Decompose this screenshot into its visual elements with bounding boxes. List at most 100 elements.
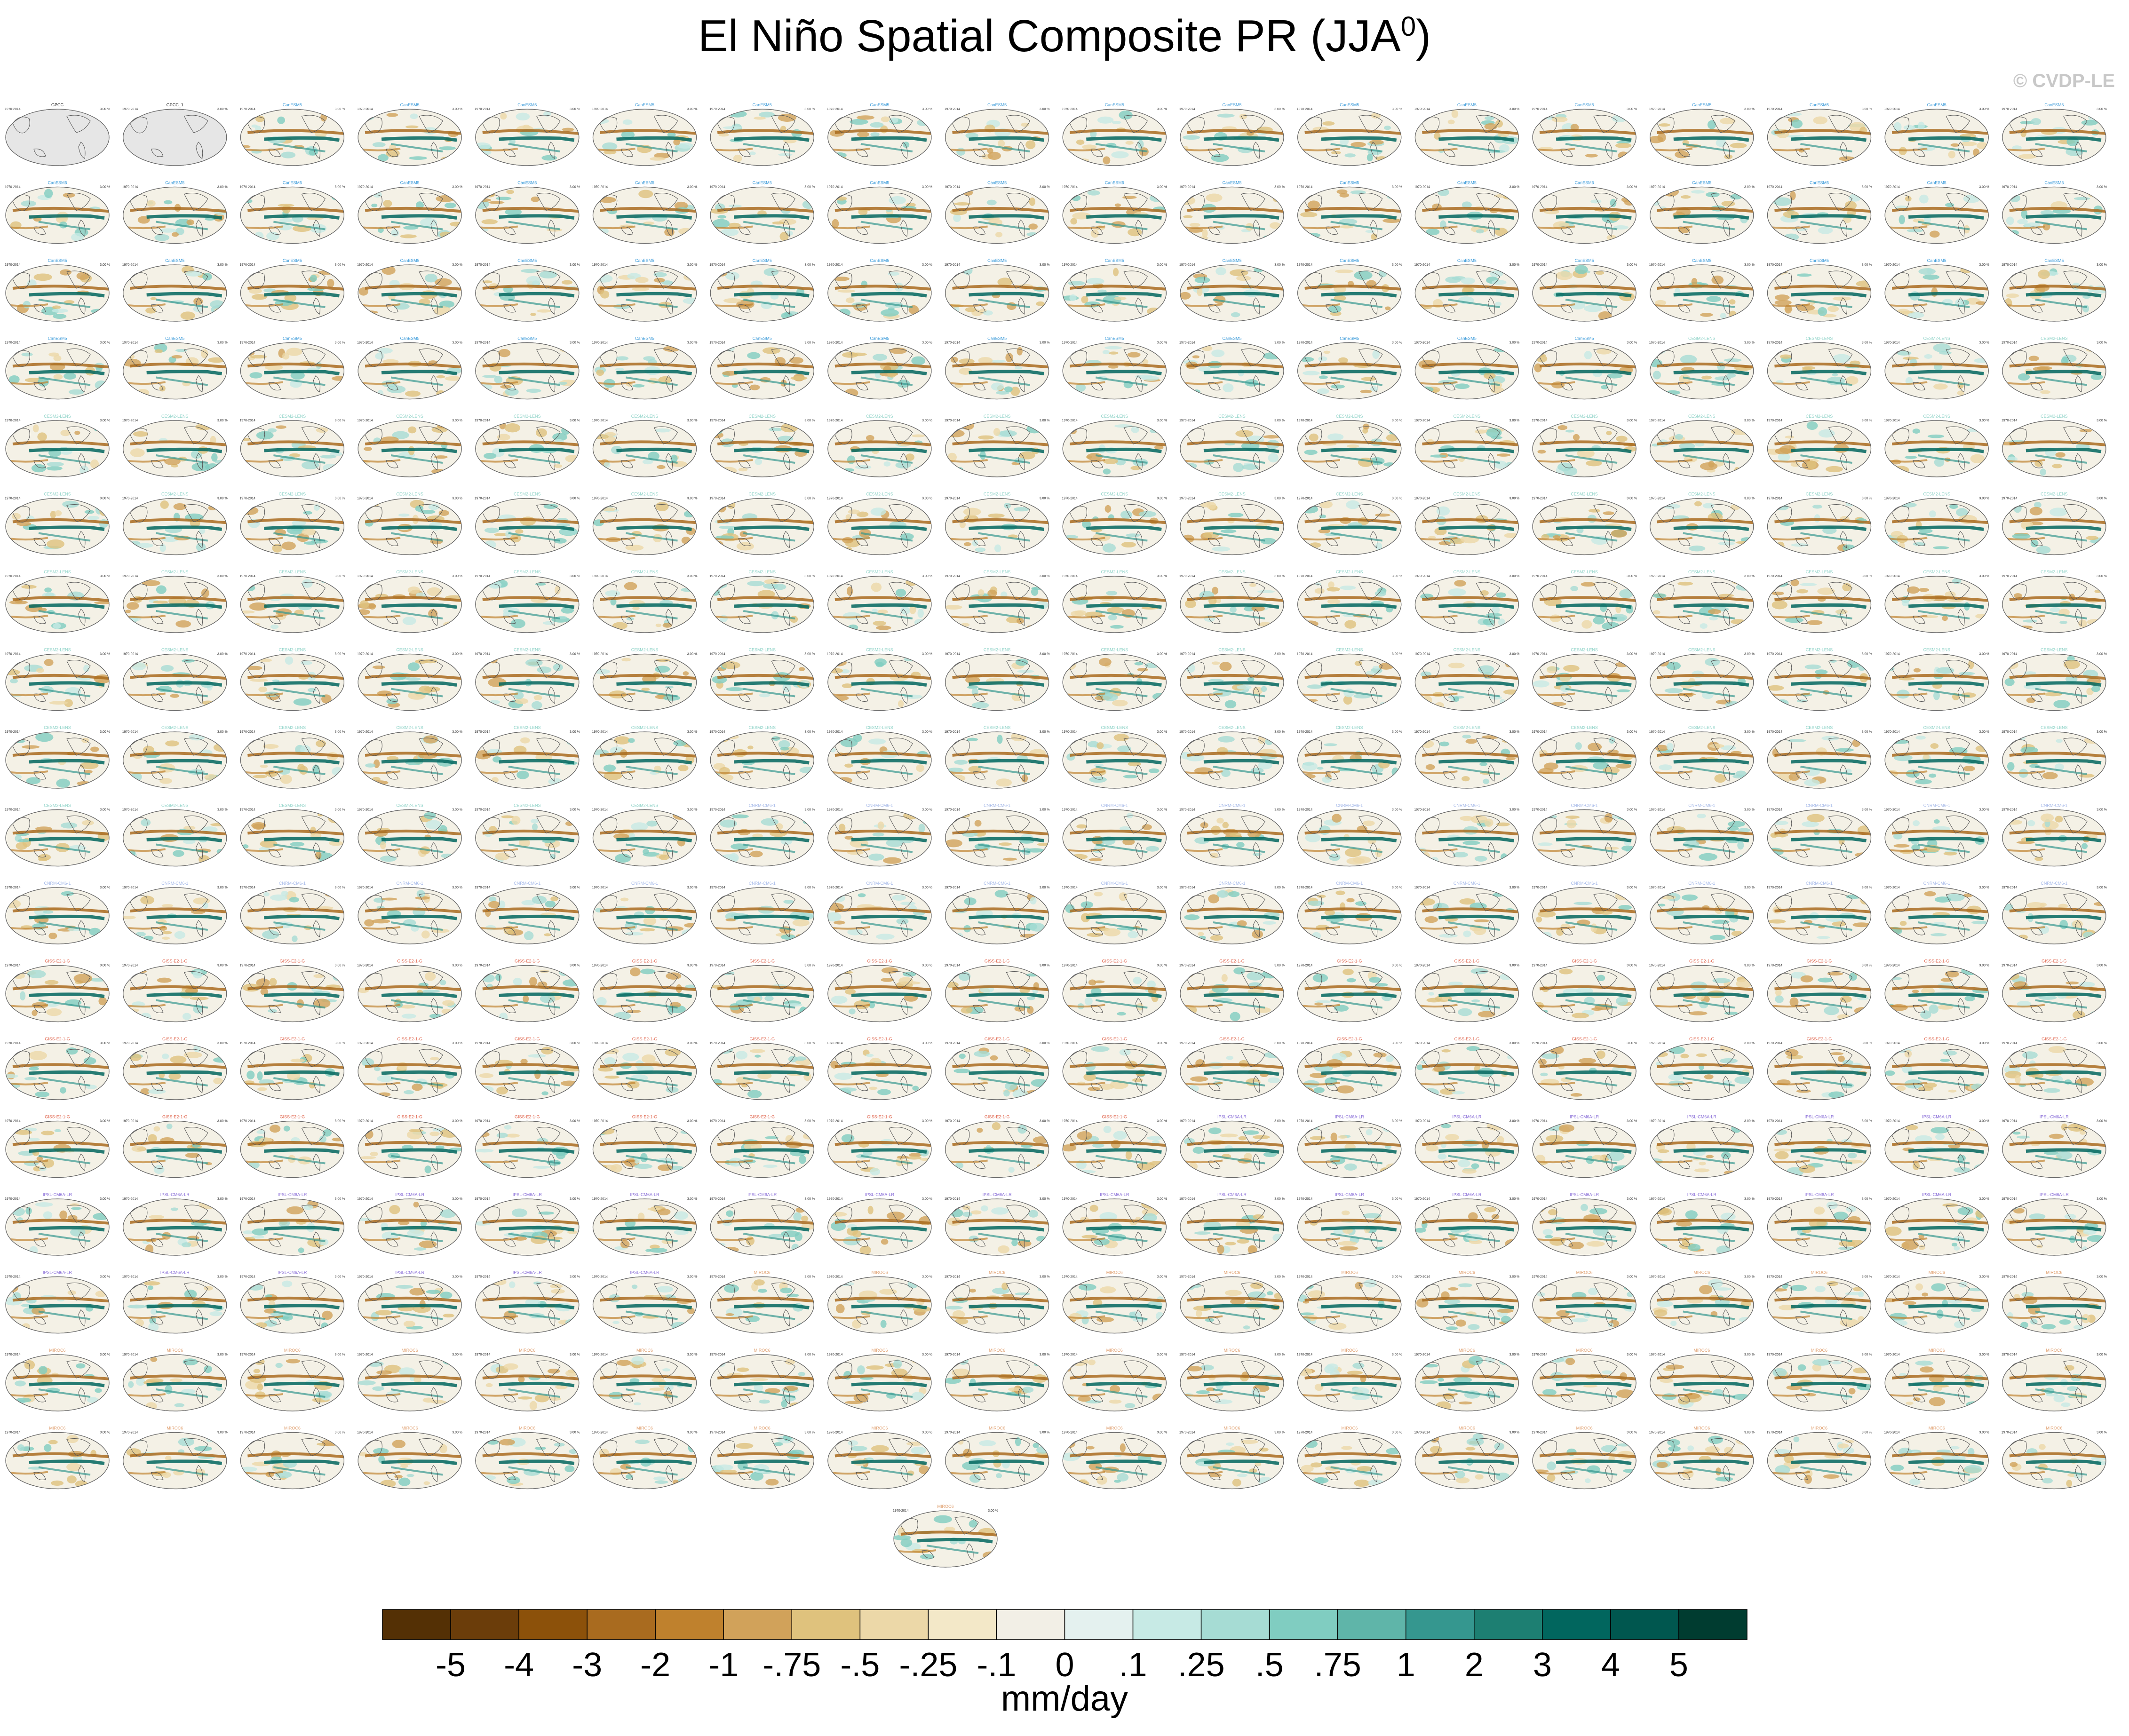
panel-period-label: 1970-2014 xyxy=(1179,886,1195,889)
map-panel: CanESM5 1970-2014 3.00 % xyxy=(1179,181,1285,244)
panel-period-label: 1970-2014 xyxy=(709,730,725,734)
map-panel: GISS-E2-1-G 1970-2014 3.00 % xyxy=(239,1037,345,1100)
panel-stat-label: 3.00 % xyxy=(687,1353,698,1356)
panel-stat-label: 3.00 % xyxy=(100,1197,110,1201)
map-panel: GISS-E2-1-G 1970-2014 3.00 % xyxy=(592,1115,698,1178)
panel-period-label: 1970-2014 xyxy=(827,1042,843,1045)
panel-stat-label: 3.00 % xyxy=(335,1120,345,1123)
panel-period-label: 1970-2014 xyxy=(1767,809,1783,812)
panel-period-label: 1970-2014 xyxy=(1414,575,1430,578)
panel-stat-label: 3.00 % xyxy=(2097,1431,2107,1435)
panel-title: CanESM5 xyxy=(753,103,772,107)
map-panel: CESM2-LENS 1970-2014 3.00 % xyxy=(592,492,698,555)
panel-stat-label: 3.00 % xyxy=(804,419,815,422)
panel-stat-label: 3.00 % xyxy=(1862,419,1872,422)
panel-title: CanESM5 xyxy=(283,336,302,341)
map-panel: GISS-E2-1-G 1970-2014 3.00 % xyxy=(475,959,580,1023)
map-panel: GISS-E2-1-G 1970-2014 3.00 % xyxy=(239,1115,345,1178)
panel-period-label: 1970-2014 xyxy=(475,730,491,734)
panel-period-label: 1970-2014 xyxy=(357,1197,373,1201)
colorbar-tick-label: -3 xyxy=(572,1646,602,1679)
panel-stat-label: 3.00 % xyxy=(1627,964,1637,967)
map-panel: CESM2-LENS 1970-2014 3.00 % xyxy=(945,414,1050,477)
panel-period-label: 1970-2014 xyxy=(1884,809,1900,812)
panel-stat-label: 3.00 % xyxy=(1862,653,1872,656)
panel-title: CanESM5 xyxy=(517,258,537,263)
panel-period-label: 1970-2014 xyxy=(239,653,255,656)
panel-title: CESM2-LENS xyxy=(866,414,893,419)
panel-title: IPSL-CM6A-LR xyxy=(43,1192,72,1197)
map-panel: CESM2-LENS 1970-2014 3.00 % xyxy=(357,492,462,555)
map-panel: CanESM5 1970-2014 3.00 % xyxy=(945,336,1050,400)
panel-stat-label: 3.00 % xyxy=(1274,809,1285,812)
panel-title: CanESM5 xyxy=(1692,181,1711,185)
map-panel: GISS-E2-1-G 1970-2014 3.00 % xyxy=(827,1115,932,1178)
map-panel: IPSL-CM6A-LR 1970-2014 3.00 % xyxy=(2002,1192,2107,1256)
panel-period-label: 1970-2014 xyxy=(592,186,608,189)
panel-title: CESM2-LENS xyxy=(1806,648,1833,652)
map-panel: GISS-E2-1-G 1970-2014 3.00 % xyxy=(709,1037,815,1100)
map-panel: CESM2-LENS 1970-2014 3.00 % xyxy=(5,414,110,477)
map-panel: IPSL-CM6A-LR 1970-2014 3.00 % xyxy=(122,1192,228,1256)
panel-title: CESM2-LENS xyxy=(514,414,541,419)
panel-title: IPSL-CM6A-LR xyxy=(1335,1192,1365,1197)
panel-period-label: 1970-2014 xyxy=(122,1353,138,1356)
panel-period-label: 1970-2014 xyxy=(827,1120,843,1123)
panel-period-label: 1970-2014 xyxy=(2002,575,2018,578)
map-panel: MIROC6 1970-2014 3.00 % xyxy=(1297,1270,1402,1334)
panel-period-label: 1970-2014 xyxy=(122,1276,138,1279)
panel-title: GISS-E2-1-G xyxy=(749,1037,775,1041)
panel-stat-label: 3.00 % xyxy=(1157,497,1168,500)
panel-period-label: 1970-2014 xyxy=(239,1353,255,1356)
panel-title: GISS-E2-1-G xyxy=(985,959,1010,964)
panel-period-label: 1970-2014 xyxy=(1532,186,1548,189)
panel-period-label: 1970-2014 xyxy=(1532,497,1548,500)
map-panel: IPSL-CM6A-LR 1970-2014 3.00 % xyxy=(592,1270,698,1334)
map-panel: CESM2-LENS 1970-2014 3.00 % xyxy=(1767,570,1872,633)
panel-stat-label: 3.00 % xyxy=(1274,886,1285,889)
panel-stat-label: 3.00 % xyxy=(1979,809,1989,812)
map-panel: GISS-E2-1-G 1970-2014 3.00 % xyxy=(1884,1037,1989,1100)
map-panel: CESM2-LENS 1970-2014 3.00 % xyxy=(1767,414,1872,477)
map-panel: CanESM5 1970-2014 3.00 % xyxy=(2002,103,2107,166)
panel-period-label: 1970-2014 xyxy=(357,653,373,656)
panel-title: MIROC6 xyxy=(636,1426,653,1431)
panel-period-label: 1970-2014 xyxy=(1297,1197,1313,1201)
panel-title: GISS-E2-1-G xyxy=(749,959,775,964)
panel-period-label: 1970-2014 xyxy=(1297,1276,1313,1279)
map-panel: CESM2-LENS 1970-2014 3.00 % xyxy=(475,803,580,867)
panel-period-label: 1970-2014 xyxy=(1414,809,1430,812)
panel-stat-label: 3.00 % xyxy=(1862,186,1872,189)
map-panel: CESM2-LENS 1970-2014 3.00 % xyxy=(1414,570,1519,633)
panel-period-label: 1970-2014 xyxy=(357,886,373,889)
panel-period-label: 1970-2014 xyxy=(475,263,491,267)
panel-stat-label: 3.00 % xyxy=(335,1353,345,1356)
panel-period-label: 1970-2014 xyxy=(357,1120,373,1123)
panel-stat-label: 3.00 % xyxy=(1274,186,1285,189)
panel-title: CanESM5 xyxy=(283,181,302,185)
panel-stat-label: 3.00 % xyxy=(570,263,580,267)
panel-title: IPSL-CM6A-LR xyxy=(43,1270,72,1275)
panel-stat-label: 3.00 % xyxy=(1862,1042,1872,1045)
panel-period-label: 1970-2014 xyxy=(945,886,961,889)
panel-title: GISS-E2-1-G xyxy=(1337,1037,1362,1041)
map-panel: MIROC6 1970-2014 3.00 % xyxy=(827,1426,932,1490)
panel-period-label: 1970-2014 xyxy=(5,1431,21,1435)
panel-period-label: 1970-2014 xyxy=(592,809,608,812)
map-panel: CESM2-LENS 1970-2014 3.00 % xyxy=(1062,648,1167,711)
panel-period-label: 1970-2014 xyxy=(122,263,138,267)
map-panel: CESM2-LENS 1970-2014 3.00 % xyxy=(239,492,345,555)
panel-period-label: 1970-2014 xyxy=(239,341,255,345)
panel-title: GISS-E2-1-G xyxy=(1337,959,1362,964)
panel-stat-label: 3.00 % xyxy=(2097,186,2107,189)
map-panel: CNRM-CM6-1 1970-2014 3.00 % xyxy=(1414,803,1519,867)
title-superscript: 0 xyxy=(1400,11,1416,42)
panel-stat-label: 3.00 % xyxy=(1157,730,1168,734)
panel-title: CESM2-LENS xyxy=(1688,570,1716,574)
panel-title: CNRM-CM6-1 xyxy=(1571,803,1598,808)
map-panel: MIROC6 1970-2014 3.00 % xyxy=(945,1426,1050,1490)
colorbar-tick-label: -.25 xyxy=(899,1646,957,1679)
panel-title: MIROC6 xyxy=(1929,1270,1945,1275)
panel-stat-label: 3.00 % xyxy=(452,263,462,267)
map-panel: GISS-E2-1-G 1970-2014 3.00 % xyxy=(1062,1037,1167,1100)
